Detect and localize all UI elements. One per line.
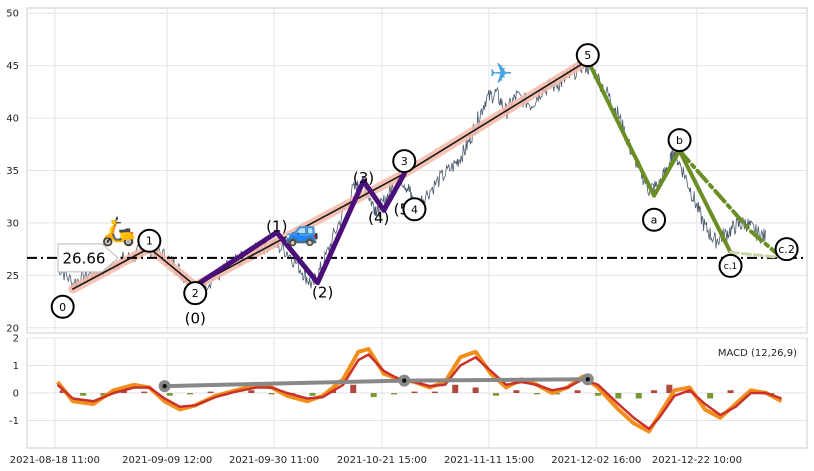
macd-histogram-bar <box>309 393 316 396</box>
macd-histogram-bar <box>666 384 673 393</box>
wave-label-marker <box>392 149 417 174</box>
wave-label-marker <box>183 281 208 306</box>
signal-line <box>56 353 782 431</box>
xtick-label: 2021-09-30 11:00 <box>229 455 319 466</box>
wave-label-text: c.1 <box>724 262 738 272</box>
macd-histogram-bar <box>207 391 214 393</box>
macd-ytick-label: 1 <box>13 361 19 372</box>
wave-label-text: (3) <box>353 169 374 187</box>
macd-panel: -1 0 1 2 2021-08-18 11:00 2021-09-09 12:00 202… <box>9 334 808 466</box>
macd-histogram-bar <box>727 390 734 393</box>
xtick-label: 2021-11-11 15:00 <box>444 455 534 466</box>
macd-histogram-bar <box>452 384 459 393</box>
wave-label-text: (0) <box>185 310 206 328</box>
macd-histogram-bar <box>141 391 148 393</box>
wave-label-marker <box>718 253 743 278</box>
macd-histogram-bar <box>166 393 173 396</box>
macd-histogram-bar <box>707 393 714 399</box>
wave-label-marker <box>575 43 600 68</box>
macd-histogram-bar <box>431 391 438 393</box>
macd-ytick-label: -1 <box>9 416 19 427</box>
car-icon: 🚙 <box>285 214 320 247</box>
price-ytick-label: 45 <box>6 61 19 72</box>
wave-label-text: 5 <box>584 49 591 62</box>
wave-label-text: 3 <box>401 155 408 168</box>
macd-histogram-bar <box>615 393 622 399</box>
wave-label-marker <box>642 207 667 232</box>
reference-callout-label: 26.66 <box>63 249 106 267</box>
wave-label-text: (1) <box>266 217 287 235</box>
wave-label-marker <box>402 197 427 222</box>
macd-histogram-bar <box>594 393 601 396</box>
macd-histogram-bar <box>120 390 127 393</box>
wave-label-marker <box>774 237 799 262</box>
wave-label-text: c.2 <box>778 243 795 256</box>
macd-histogram-bar <box>268 393 275 395</box>
macd-legend-label: MACD (12,26,9) <box>718 348 797 359</box>
wave-label-marker <box>667 128 692 153</box>
price-ytick-label: 30 <box>6 218 19 229</box>
wave-label-text: b <box>676 134 683 147</box>
macd-histogram-bar <box>391 393 398 395</box>
wave-path-decline <box>585 58 733 255</box>
macd-histogram-bar <box>187 393 194 395</box>
wave-label-text: (4) <box>368 209 389 227</box>
xtick-label: 2021-10-21 15:00 <box>337 455 427 466</box>
macd-histogram-bar <box>411 391 418 393</box>
macd-histogram-bar <box>100 393 107 396</box>
macd-histogram-bar <box>370 393 377 398</box>
macd-trend-marker-dot <box>402 378 407 383</box>
macd-ytick-label: 0 <box>13 389 19 400</box>
xtick-label: 2021-12-02 16:00 <box>551 455 641 466</box>
reference-callout-box <box>57 243 119 273</box>
macd-histogram-bar <box>248 390 255 393</box>
macd-histogram-bar <box>651 390 658 393</box>
macd-trend-line <box>402 377 590 383</box>
macd-histogram-bar <box>513 390 520 393</box>
wave-path-decline-faint <box>729 250 783 259</box>
xtick-label: 2021-08-18 11:00 <box>10 455 100 466</box>
wave-label-marker <box>137 228 162 253</box>
macd-histogram-bar <box>554 393 561 395</box>
airplane-icon: ✈ <box>489 57 512 90</box>
macd-ytick-label: 2 <box>13 334 19 345</box>
xtick-label: 2021-09-09 12:00 <box>122 455 212 466</box>
macd-histogram-bar <box>80 393 87 396</box>
macd-histogram-bar <box>472 387 479 393</box>
wave-label-text: 4 <box>411 203 418 216</box>
price-ytick-label: 20 <box>6 323 19 334</box>
wave-label-text: 2 <box>192 287 199 300</box>
reference-price-callout: 26.66 <box>57 243 119 273</box>
scooter-icon: 🛵 <box>101 214 136 247</box>
macd-trend-marker-dot <box>585 377 590 382</box>
wave-label-text: (2) <box>312 284 333 302</box>
price-ytick-label: 25 <box>6 271 19 282</box>
wave-path-decline-dashed <box>677 148 784 260</box>
macd-histogram-bar <box>533 393 540 395</box>
wave-label-text: 1 <box>146 235 153 248</box>
macd-histogram-bar <box>574 390 581 393</box>
macd-histogram-bar <box>493 393 500 396</box>
wave-label-text: 0 <box>59 301 66 314</box>
macd-histogram-bar <box>635 393 642 399</box>
wave-path-corrective <box>192 171 407 289</box>
macd-trend-line <box>162 378 407 389</box>
price-ytick-label: 40 <box>6 114 19 125</box>
xtick-label: 2021-12-22 10:00 <box>652 455 742 466</box>
wave-label-marker <box>50 294 75 319</box>
price-ytick-label: 50 <box>6 9 19 20</box>
macd-trend-marker-dot <box>162 383 167 389</box>
macd-histogram-bar <box>350 384 357 393</box>
price-ytick-label: 35 <box>6 166 19 177</box>
wave-label-text: a <box>651 214 658 227</box>
